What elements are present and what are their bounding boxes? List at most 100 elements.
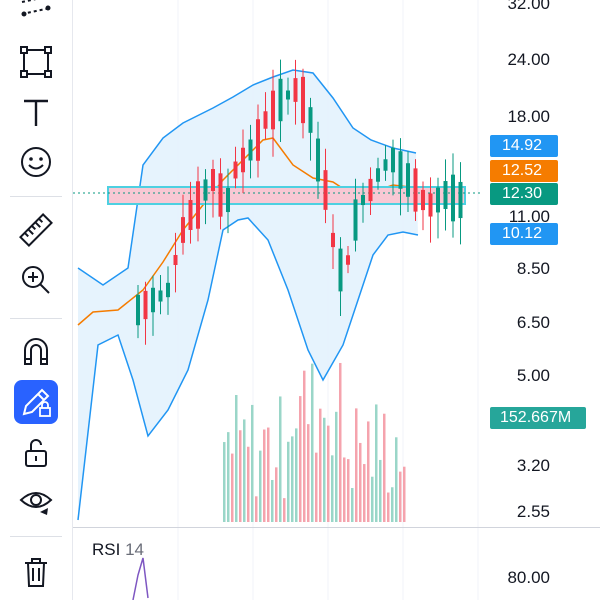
candle-body bbox=[391, 147, 395, 173]
volume-bar bbox=[315, 452, 318, 522]
trend-line-tool[interactable] bbox=[14, 0, 58, 32]
volume-bar bbox=[291, 436, 294, 522]
volume-bar bbox=[327, 425, 330, 522]
volume-tag: 152.667M bbox=[490, 407, 586, 429]
candle-body bbox=[413, 168, 418, 212]
volume-bar bbox=[311, 363, 314, 522]
rsi-line bbox=[132, 557, 149, 600]
ma-price-tag: 12.52 bbox=[490, 160, 558, 182]
candle-body bbox=[226, 187, 230, 213]
volume-bar bbox=[323, 417, 326, 522]
pane-separator[interactable] bbox=[73, 527, 600, 528]
candle-body bbox=[323, 170, 328, 210]
delete-drawings-tool[interactable] bbox=[14, 550, 58, 594]
candle-body bbox=[338, 248, 343, 292]
measure-tool[interactable] bbox=[14, 208, 58, 252]
candle-body bbox=[271, 90, 275, 130]
volume-bar bbox=[371, 476, 374, 522]
zoom-in-icon bbox=[22, 266, 50, 294]
volume-bar bbox=[399, 471, 402, 522]
volume-bar bbox=[355, 408, 358, 522]
price-axis-label: 8.50 bbox=[516, 259, 550, 278]
candle-body bbox=[181, 217, 185, 243]
candle-body bbox=[308, 107, 313, 133]
price-axis-label: 32.00 bbox=[507, 0, 550, 13]
rectangle-tool-icon bbox=[20, 46, 52, 78]
rectangle-tool[interactable] bbox=[14, 40, 58, 84]
candle-body bbox=[233, 161, 238, 179]
candle-body bbox=[428, 193, 433, 217]
last-price-tag: 12.30 bbox=[490, 183, 558, 205]
candle-body bbox=[346, 255, 350, 265]
candle-body bbox=[443, 181, 448, 209]
candle-body bbox=[383, 159, 388, 171]
unlock-tool[interactable] bbox=[14, 430, 58, 474]
volume-bar bbox=[319, 408, 322, 522]
volume-bar bbox=[307, 424, 310, 522]
emoji-tool-icon bbox=[21, 147, 51, 177]
candle-body bbox=[143, 290, 148, 320]
volume-bar bbox=[339, 362, 342, 522]
volume-bar bbox=[387, 492, 390, 522]
candle-body bbox=[286, 90, 290, 100]
candle-body bbox=[376, 168, 380, 182]
price-axis-label: 2.55 bbox=[516, 502, 550, 521]
volume-bar bbox=[383, 413, 386, 522]
lock-drawing-tool[interactable] bbox=[14, 380, 58, 424]
volume-bar bbox=[235, 394, 238, 522]
highlight-rectangle bbox=[107, 186, 466, 205]
candle-body bbox=[451, 174, 455, 222]
candle-body bbox=[293, 78, 298, 102]
lock-drawing-icon bbox=[22, 388, 51, 417]
volume-bar bbox=[267, 427, 270, 522]
rsi-legend[interactable]: RSI 14 bbox=[92, 540, 144, 560]
volume-bar bbox=[299, 396, 302, 522]
emoji-tool[interactable] bbox=[14, 140, 58, 184]
bollinger-lower-band bbox=[77, 217, 419, 521]
volume-bar bbox=[283, 498, 286, 522]
volume-bar bbox=[295, 428, 298, 522]
volume-bar bbox=[255, 496, 258, 522]
volume-bar bbox=[395, 437, 398, 522]
volume-bar bbox=[275, 467, 278, 522]
text-tool[interactable] bbox=[14, 90, 58, 134]
magnet-tool[interactable] bbox=[14, 330, 58, 374]
trend-line-tool-icon bbox=[21, 0, 51, 17]
candle-body bbox=[406, 163, 410, 197]
chart-area[interactable] bbox=[73, 0, 600, 600]
volume-bar bbox=[391, 487, 394, 522]
zoom-in-tool[interactable] bbox=[14, 258, 58, 302]
toolbar-divider bbox=[10, 196, 62, 197]
candle-body bbox=[361, 194, 365, 206]
price-chart[interactable] bbox=[73, 0, 600, 600]
candle-body bbox=[203, 179, 208, 201]
candle-body bbox=[158, 290, 163, 302]
candle-body bbox=[248, 139, 253, 161]
volume-bar bbox=[403, 466, 406, 522]
volume-bar bbox=[331, 455, 334, 522]
candle-body bbox=[263, 111, 268, 129]
candle-body bbox=[166, 282, 170, 298]
volume-bar bbox=[239, 430, 242, 522]
price-axis-label: 6.50 bbox=[516, 313, 550, 332]
unlock-icon bbox=[25, 439, 47, 467]
rsi-axis-label: 80.00 bbox=[507, 568, 550, 587]
volume-bar bbox=[363, 464, 366, 522]
candle-body bbox=[196, 181, 200, 229]
candle-body bbox=[188, 199, 193, 231]
candle-body bbox=[421, 189, 425, 211]
volume-bar bbox=[259, 450, 262, 522]
candle-body bbox=[301, 76, 305, 124]
candle-body bbox=[211, 168, 215, 192]
price-axis-label: 18.00 bbox=[507, 107, 550, 126]
candle-body bbox=[218, 173, 223, 217]
volume-bar bbox=[243, 419, 246, 522]
lower-band-price-tag: 10.12 bbox=[490, 223, 558, 245]
volume-bar bbox=[287, 441, 290, 522]
candle-body bbox=[136, 294, 140, 326]
candle-body bbox=[368, 178, 373, 202]
volume-bar bbox=[351, 488, 354, 522]
volume-bar bbox=[347, 459, 350, 522]
visibility-tool[interactable] bbox=[14, 478, 58, 522]
candle-body bbox=[256, 119, 260, 161]
